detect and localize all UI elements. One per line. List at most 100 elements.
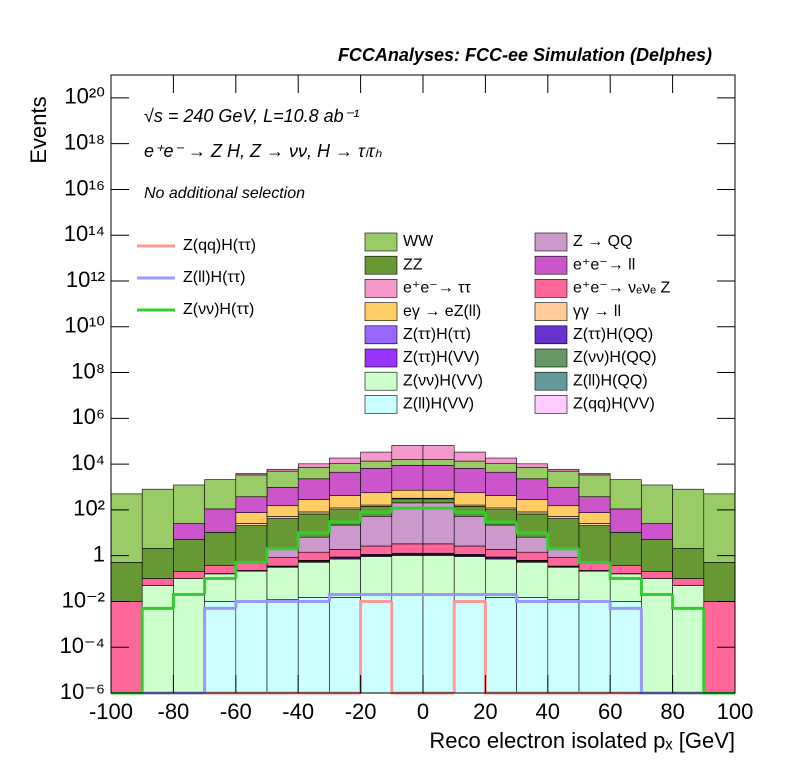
- line-step: [452, 599, 486, 693]
- stack-bar: [360, 451, 393, 462]
- y-tick-label: 10¹⁸: [64, 129, 105, 154]
- stack-bar: [110, 562, 143, 602]
- stack-bar: [391, 555, 424, 595]
- legend-label: Z(ll)H(ττ): [183, 269, 245, 286]
- stack-bar: [391, 543, 424, 554]
- line-step: [234, 561, 267, 579]
- legend-label: Z(νν)H(ττ): [183, 301, 254, 318]
- stack-bar: [297, 466, 330, 480]
- x-tick-label: 40: [536, 699, 560, 724]
- line-step: [483, 512, 517, 524]
- stack-bar: [453, 545, 486, 555]
- stack-bar: [609, 565, 642, 574]
- x-axis-label: Reco electron isolated pₓ [GeV]: [429, 728, 735, 753]
- stack-bar: [672, 547, 705, 579]
- stack-bar: [360, 545, 393, 555]
- stack-bar: [297, 511, 330, 515]
- x-tick-label: 0: [417, 699, 429, 724]
- y-tick-label: 10⁻⁴: [59, 633, 105, 658]
- x-tick-label: 20: [473, 699, 497, 724]
- x-tick-label: -100: [89, 699, 133, 724]
- stack-bar: [141, 547, 174, 579]
- stack-bar: [547, 516, 580, 519]
- stack-bar: [672, 578, 705, 586]
- stack-bar: [578, 525, 611, 563]
- stack-bar: [141, 585, 174, 694]
- stack-bar: [329, 524, 361, 550]
- stack-bar: [329, 558, 361, 598]
- line-step: [265, 547, 299, 563]
- line-step: [234, 599, 267, 609]
- stack-bar: [547, 505, 580, 517]
- stack-bar: [204, 532, 237, 566]
- stack-bar: [391, 498, 424, 504]
- stack-bar: [297, 561, 330, 598]
- stack-bar: [703, 493, 736, 563]
- x-tick-label: -60: [220, 699, 252, 724]
- stack-bar: [672, 488, 705, 549]
- stack-bar: [173, 578, 205, 694]
- stack-bar: [266, 516, 299, 519]
- stack-bar: [641, 523, 673, 540]
- legend-label: Z(qq)H(ττ): [183, 237, 256, 254]
- stack-bar: [360, 556, 393, 595]
- stack-bar: [297, 463, 330, 468]
- legend-swatch: [534, 279, 568, 298]
- y-tick-label: 10¹⁴: [64, 221, 105, 246]
- y-tick-label: 10¹⁰: [64, 313, 105, 338]
- stack-bar: [297, 597, 330, 694]
- stack-bar: [516, 463, 549, 468]
- stack-bar: [422, 543, 455, 554]
- line-step: [608, 601, 642, 610]
- stack-bar: [641, 571, 673, 579]
- stack-bar: [422, 489, 455, 499]
- stack-bar: [547, 566, 580, 600]
- stack-bar: [360, 460, 393, 469]
- stack-bar: [547, 556, 580, 567]
- stack-bar: [329, 471, 361, 496]
- stack-bar: [110, 493, 143, 563]
- y-tick-label: 10¹⁶: [64, 175, 105, 200]
- stack-bar: [266, 470, 299, 488]
- stack-bar: [485, 549, 517, 558]
- legend-label: Z(ττ)H(QQ): [573, 326, 653, 343]
- legend-label: Z(νν)H(VV): [403, 372, 483, 389]
- legend-swatch: [364, 255, 398, 275]
- stack-bar: [391, 445, 424, 460]
- stack-bar: [297, 551, 330, 561]
- legend-label: ZZ: [403, 256, 423, 273]
- legend-swatch: [534, 348, 568, 368]
- annotation: e⁺e⁻ → Z H, Z → νν, H → τₗτₕ: [144, 141, 382, 161]
- stack-bar: [173, 484, 205, 524]
- stack-bar: [204, 565, 237, 574]
- y-tick-label: 10⁸: [71, 358, 105, 383]
- stack-bar: [578, 523, 611, 526]
- stack-bar: [235, 525, 268, 563]
- legend-swatch: [364, 232, 398, 252]
- stack-bar: [453, 460, 486, 469]
- stack-bar: [547, 487, 580, 507]
- stack-bar: [360, 492, 393, 506]
- stack-bar: [547, 549, 580, 558]
- legend-label: Z(ll)H(VV): [403, 396, 474, 413]
- x-tick-label: -80: [158, 699, 190, 724]
- y-tick-label: 10⁴: [71, 450, 105, 475]
- stack-bar: [641, 484, 673, 524]
- stack-bar: [672, 585, 705, 694]
- line-step: [452, 508, 486, 514]
- stack-bar: [235, 601, 268, 694]
- line-step: [327, 520, 361, 533]
- stack-bar: [235, 496, 268, 513]
- line-step: [296, 531, 330, 549]
- stack-bar: [485, 471, 517, 496]
- stack-bar: [391, 489, 424, 499]
- stack-bar: [485, 524, 517, 550]
- line-step: [203, 577, 236, 595]
- legend-swatch: [364, 348, 398, 368]
- stack-bar: [235, 474, 268, 498]
- stack-bar: [297, 499, 330, 513]
- stack-bar: [329, 597, 361, 694]
- legend-label: WW: [403, 233, 434, 250]
- stack-bar: [266, 518, 299, 550]
- stack-bar: [516, 597, 549, 694]
